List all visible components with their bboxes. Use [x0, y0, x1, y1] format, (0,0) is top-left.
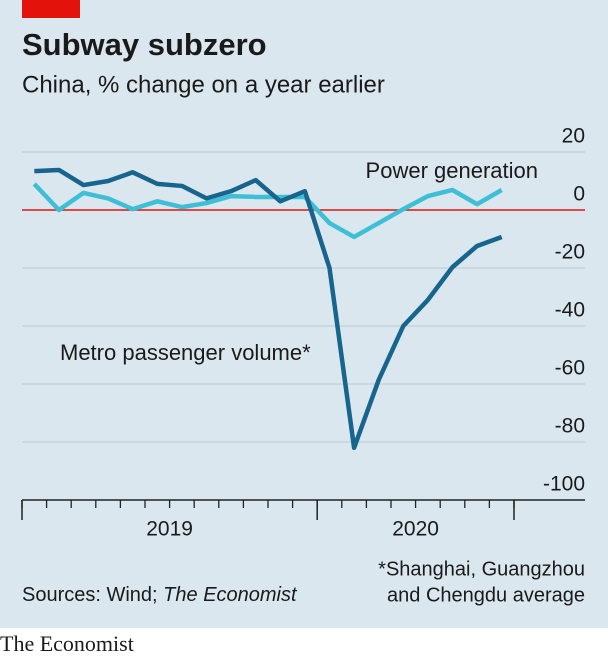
- chart-subtitle: China, % change on a year earlier: [22, 71, 385, 98]
- y-tick-label: -20: [555, 241, 585, 264]
- red-tag: [22, 0, 80, 18]
- y-tick-label: 0: [573, 183, 585, 206]
- y-tick-label: -40: [555, 299, 585, 322]
- y-tick-label: -100: [543, 473, 585, 496]
- series-line: [32, 182, 503, 240]
- chart-title: Subway subzero: [22, 27, 267, 62]
- x-tick-label: 2020: [392, 518, 439, 541]
- series-label: Metro passenger volume*: [60, 340, 311, 365]
- background: [0, 0, 608, 628]
- y-tick-label: -80: [555, 415, 585, 438]
- source-text: Sources: Wind;: [22, 584, 163, 606]
- source: Sources: Wind; The Economist: [22, 584, 298, 606]
- note: and Chengdu average: [387, 584, 585, 606]
- note: *Shanghai, Guangzhou: [378, 558, 585, 580]
- series-line: [34, 167, 503, 451]
- x-tick-label: 2019: [146, 518, 193, 541]
- source-italic: The Economist: [163, 584, 298, 606]
- footer-strip: [0, 628, 608, 662]
- y-tick-label: -60: [555, 357, 585, 380]
- brand: The Economist: [0, 631, 134, 656]
- y-tick-label: 20: [562, 125, 585, 148]
- series-label: Power generation: [366, 158, 538, 183]
